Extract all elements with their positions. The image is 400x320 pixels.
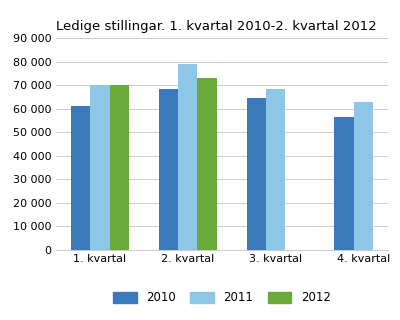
Bar <box>159 89 178 250</box>
Bar <box>178 64 198 250</box>
Bar <box>266 89 285 250</box>
Bar <box>110 85 129 250</box>
Bar <box>90 85 110 250</box>
Bar <box>354 102 373 250</box>
Legend: 2010, 2011, 2012: 2010, 2011, 2012 <box>114 292 330 304</box>
Bar <box>334 117 354 250</box>
Text: Ledige stillingar. 1. kvartal 2010-2. kvartal 2012: Ledige stillingar. 1. kvartal 2010-2. kv… <box>56 20 377 33</box>
Bar <box>198 78 217 250</box>
Bar <box>246 98 266 250</box>
Bar <box>71 107 90 250</box>
